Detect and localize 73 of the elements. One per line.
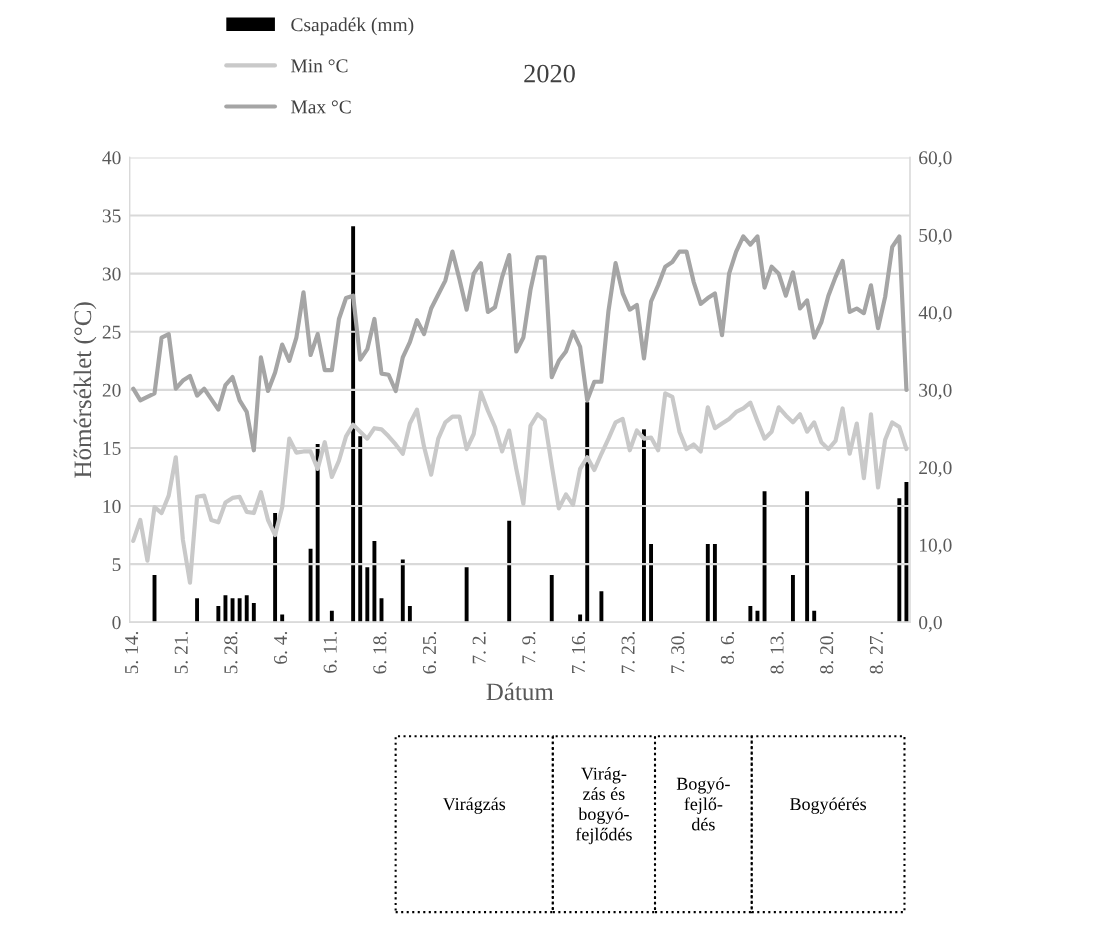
bar — [216, 606, 221, 623]
bar — [642, 429, 646, 623]
x-tick-label: 5. 21. — [174, 631, 188, 674]
x-tick-label: 7. 2. — [472, 631, 486, 664]
y-tick-label: 10 — [103, 499, 121, 513]
legend-label: Min °C — [291, 59, 348, 73]
bar — [308, 548, 313, 623]
x-tick-label: 8. 27. — [869, 631, 883, 674]
legend-label: Csapadék (mm) — [291, 17, 414, 36]
y2-tick-label: 20,0 — [919, 461, 952, 478]
bar — [712, 544, 717, 623]
x-tick-label: 7. 30. — [671, 631, 685, 674]
y-tick-label: 15 — [103, 441, 121, 455]
y-tick-label: 25 — [102, 325, 121, 339]
bar — [904, 482, 909, 623]
x-tick-label: 6. 4. — [273, 631, 288, 664]
y-axis-title: Hőmérséklet (°C) — [73, 302, 97, 478]
bar — [549, 575, 554, 623]
bar — [649, 544, 654, 623]
bar — [315, 444, 320, 623]
y2-tick-label: 10,0 — [920, 538, 952, 555]
bar — [358, 436, 363, 623]
y2-tick-label: 50,0 — [919, 228, 952, 245]
bar — [223, 595, 228, 623]
bar — [372, 540, 377, 623]
y2-tick-label: 60,0 — [919, 151, 952, 168]
bar — [897, 498, 902, 623]
y-tick-label: 20 — [102, 383, 121, 397]
text: Bogyó- fejlő- dés — [676, 777, 730, 831]
bar — [762, 491, 767, 623]
bar — [400, 559, 405, 623]
x-tick-label: 6. 11. — [323, 631, 337, 673]
bar — [464, 567, 469, 623]
text: Bogyóérés — [790, 797, 867, 814]
bar — [705, 544, 710, 623]
x-tick-label: 7. 23. — [621, 631, 635, 674]
y-tick-label: 40 — [102, 151, 121, 165]
legend-label: Max °C — [291, 100, 351, 114]
x-tick-label: 8. 6. — [720, 631, 735, 664]
x-tick-label: 5. 28. — [224, 631, 238, 674]
y-tick-label: 5 — [112, 558, 121, 572]
text: Virág- zás és bogyó- fejlődés — [575, 767, 632, 845]
bar — [365, 567, 370, 623]
bar — [251, 602, 256, 623]
x-axis-title: Dátum — [486, 682, 554, 701]
y-tick-label: 35 — [102, 209, 121, 223]
x-tick-label: 6. 25. — [422, 631, 437, 674]
bar — [244, 595, 249, 623]
y2-tick-label: 0,0 — [919, 616, 942, 633]
x-tick-label: 8. 13. — [770, 631, 784, 674]
x-tick-label: 5. 14. — [125, 631, 139, 674]
bar — [599, 591, 604, 623]
y2-tick-label: 40,0 — [918, 306, 952, 323]
bar — [407, 606, 412, 623]
bar — [351, 226, 356, 623]
y2-tick-label: 30,0 — [919, 383, 952, 400]
line-series — [131, 390, 909, 585]
bar — [748, 606, 753, 623]
x-tick-label: 6. 18. — [373, 631, 387, 674]
x-tick-label: 7. 16. — [571, 631, 586, 674]
bar — [805, 491, 810, 623]
y-tick-label: 30 — [102, 267, 121, 281]
x-tick-label: 7. 9. — [522, 631, 536, 664]
x-tick-label: 8. 20. — [820, 631, 834, 674]
y-tick-label: 0 — [112, 616, 121, 630]
bar — [237, 598, 242, 623]
bar — [585, 402, 590, 623]
line-series — [131, 234, 909, 453]
bar — [790, 575, 795, 623]
chart-title: 2020 — [524, 64, 575, 83]
bar — [195, 598, 200, 623]
bar — [507, 520, 512, 623]
text: Virágzás — [442, 797, 506, 814]
